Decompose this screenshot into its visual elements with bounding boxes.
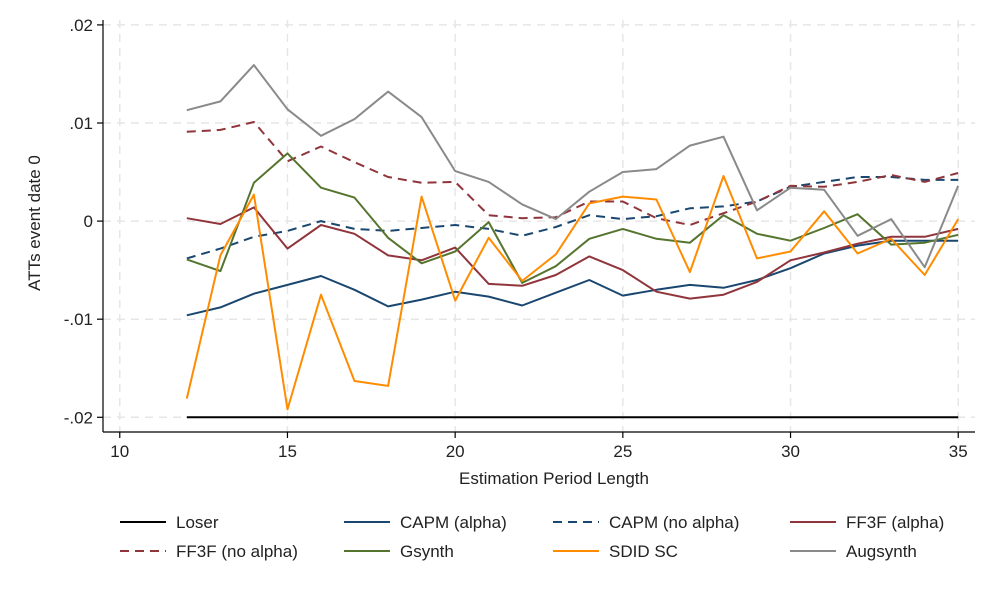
legend-label: FF3F (alpha) — [846, 513, 944, 532]
y-axis-title: ATTs event date 0 — [25, 155, 44, 291]
legend: Loser CAPM (alpha) CAPM (no alpha) FF3F (al… — [120, 513, 944, 561]
legend-label: Augsynth — [846, 542, 917, 561]
legend-label: SDID SC — [609, 542, 678, 561]
x-tick-label: 35 — [949, 442, 968, 461]
x-tick-label: 30 — [781, 442, 800, 461]
legend-item-loser: Loser — [120, 513, 219, 532]
series-line-sdid-sc — [185, 175, 960, 411]
legend-item-ff3f-alpha: FF3F (alpha) — [790, 513, 944, 532]
tick-labels: -.02 -.01 0 .01 .02 10 15 20 25 30 35 — [64, 16, 968, 461]
series-line-ff3f-no-alpha — [186, 121, 959, 226]
series-line-capm-no-alpha — [186, 176, 959, 260]
series-lines — [185, 64, 960, 419]
series-line-ff3f-alpha — [186, 206, 959, 300]
y-tick-label: -.01 — [64, 310, 93, 329]
x-tick-label: 25 — [613, 442, 632, 461]
x-tick-label: 10 — [110, 442, 129, 461]
x-axis-title: Estimation Period Length — [459, 469, 649, 488]
legend-label: Loser — [176, 513, 219, 532]
legend-label: Gsynth — [400, 542, 454, 561]
legend-item-capm-no-alpha: CAPM (no alpha) — [553, 513, 739, 532]
legend-label: CAPM (no alpha) — [609, 513, 739, 532]
x-tick-label: 15 — [278, 442, 297, 461]
axes — [97, 20, 975, 438]
series-line-capm-alpha — [186, 239, 959, 317]
legend-label: FF3F (no alpha) — [176, 542, 298, 561]
y-tick-label: -.02 — [64, 408, 93, 427]
x-tick-label: 20 — [446, 442, 465, 461]
series-line-gsynth — [186, 152, 959, 284]
y-tick-label: .01 — [69, 114, 93, 133]
legend-item-ff3f-no-alpha: FF3F (no alpha) — [120, 542, 298, 561]
legend-item-capm-alpha: CAPM (alpha) — [344, 513, 507, 532]
legend-label: CAPM (alpha) — [400, 513, 507, 532]
series-line-augsynth — [186, 64, 960, 269]
y-tick-label: 0 — [84, 212, 93, 231]
legend-item-augsynth: Augsynth — [790, 542, 917, 561]
y-tick-label: .02 — [69, 16, 93, 35]
legend-item-sdid-sc: SDID SC — [553, 542, 678, 561]
legend-item-gsynth: Gsynth — [344, 542, 454, 561]
